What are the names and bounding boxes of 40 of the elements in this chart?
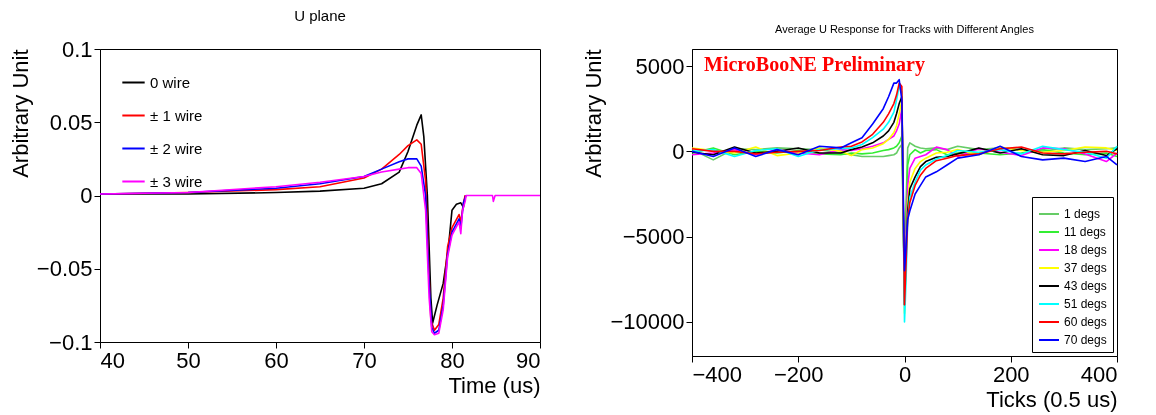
legend-label: 18 degs (1064, 243, 1107, 257)
x-tick-label: 80 (440, 347, 465, 373)
y-tick-label: −5000 (622, 224, 685, 250)
x-tick-label: 50 (176, 347, 201, 373)
y-tick-label: −10000 (610, 309, 685, 335)
y-tick-label: −0.05 (36, 256, 93, 282)
x-tick-label: 400 (1080, 361, 1118, 387)
legend-label: ± 1 wire (150, 106, 203, 124)
x-tick-label: −200 (773, 361, 824, 387)
y-tick-label: 5000 (635, 53, 685, 79)
line-series (99, 166, 541, 336)
x-tick-label: 90 (516, 347, 541, 373)
legend-label: 37 degs (1064, 261, 1107, 275)
x-axis-title: Time (us) (448, 372, 541, 398)
x-tick-label: 0 (898, 361, 912, 387)
y-tick-label: 0 (80, 183, 93, 208)
y-axis-title: Arbitrary Unit (7, 49, 33, 178)
legend-label: ± 2 wire (150, 139, 203, 157)
x-tick-label: 70 (352, 347, 377, 373)
legend-label: 51 degs (1064, 297, 1107, 311)
y-tick-label: −0.1 (49, 329, 93, 355)
x-tick-label: 40 (100, 347, 125, 373)
y-tick-label: 0.05 (49, 109, 93, 135)
chart-title: Average U Response for Tracks with Different Angles (775, 23, 1035, 35)
x-axis-title: Ticks (0.5 us) (986, 386, 1118, 412)
legend-label: 70 degs (1064, 333, 1107, 347)
legend-label: 0 wire (150, 73, 191, 91)
legend-label: 60 degs (1064, 315, 1107, 329)
legend-label: 43 degs (1064, 279, 1107, 293)
y-tick-label: 0.1 (61, 36, 93, 62)
annotation: MicroBooNE Preliminary (704, 53, 925, 76)
chart-title: U plane (294, 7, 346, 24)
legend-label: 1 degs (1064, 207, 1101, 221)
x-tick-label: −400 (692, 361, 743, 387)
x-tick-label: 60 (264, 347, 289, 373)
legend-label: 11 degs (1064, 225, 1106, 239)
y-tick-label: 0 (672, 138, 685, 164)
x-tick-label: 200 (992, 361, 1030, 387)
legend-label: ± 3 wire (150, 172, 203, 190)
y-axis-title: Arbitrary Unit (581, 49, 607, 178)
